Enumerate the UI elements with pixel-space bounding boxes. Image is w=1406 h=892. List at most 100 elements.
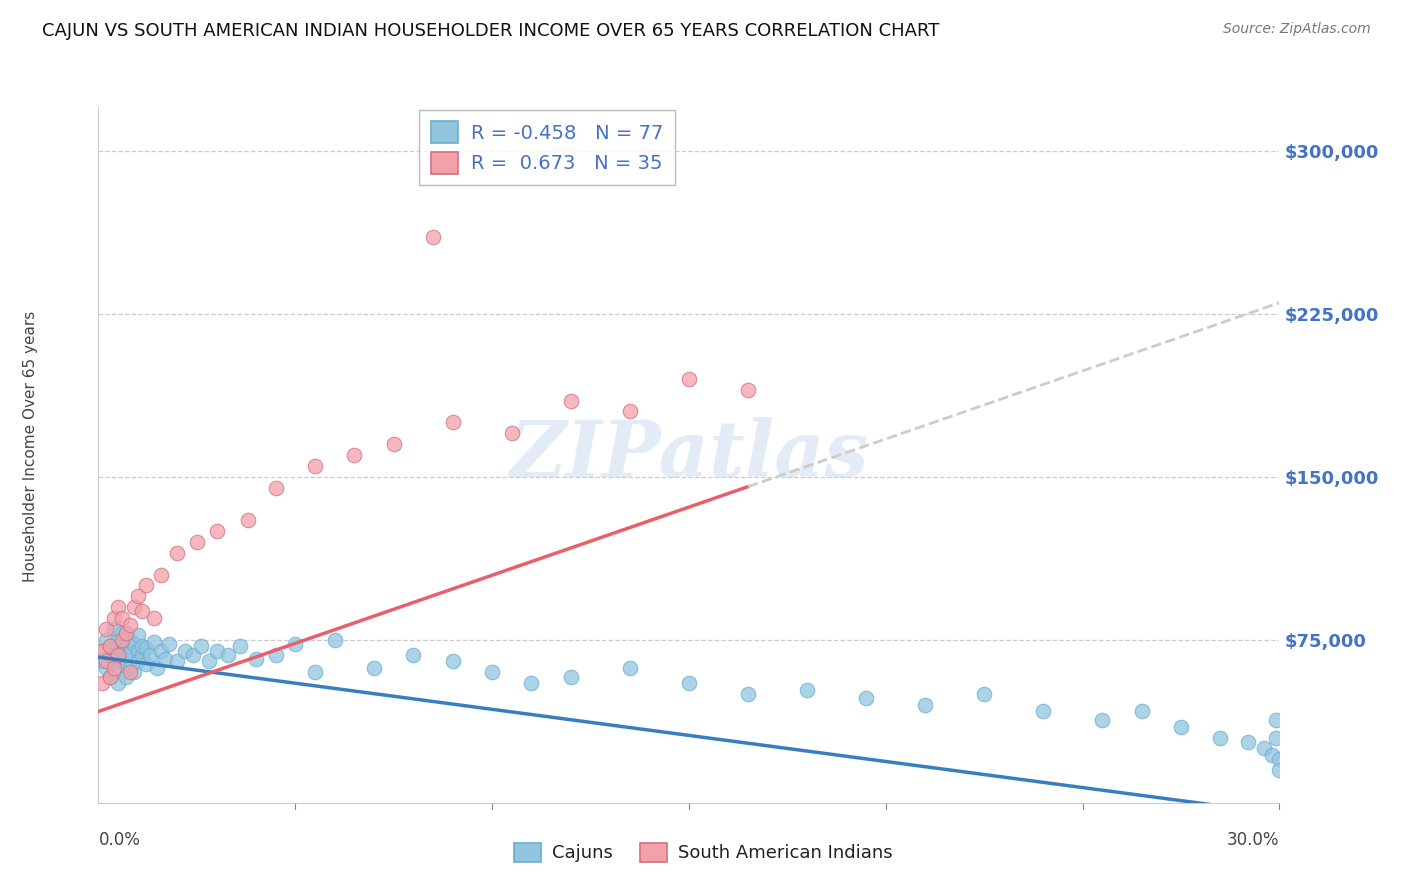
- Point: [382, 437, 405, 451]
- Point: [96, 632, 118, 647]
- Point: [619, 661, 641, 675]
- Point: [127, 655, 149, 669]
- Point: [96, 661, 118, 675]
- Point: [96, 655, 118, 669]
- Point: [91, 655, 114, 669]
- Point: [115, 670, 138, 684]
- Point: [103, 622, 125, 636]
- Point: [157, 637, 180, 651]
- Point: [115, 641, 138, 656]
- Point: [111, 643, 134, 657]
- Point: [363, 661, 385, 675]
- Text: Source: ZipAtlas.com: Source: ZipAtlas.com: [1223, 22, 1371, 37]
- Point: [181, 648, 204, 662]
- Point: [122, 600, 145, 615]
- Text: ZIPatlas: ZIPatlas: [509, 417, 869, 493]
- Point: [973, 687, 995, 701]
- Point: [111, 626, 134, 640]
- Point: [131, 639, 153, 653]
- Point: [236, 513, 259, 527]
- Point: [146, 661, 169, 675]
- Point: [186, 535, 208, 549]
- Point: [1209, 731, 1232, 745]
- Point: [111, 611, 134, 625]
- Point: [678, 372, 700, 386]
- Point: [98, 670, 121, 684]
- Point: [135, 641, 157, 656]
- Point: [91, 643, 114, 657]
- Legend: Cajuns, South American Indians: Cajuns, South American Indians: [506, 836, 900, 870]
- Text: 0.0%: 0.0%: [98, 831, 141, 849]
- Text: 30.0%: 30.0%: [1227, 831, 1279, 849]
- Point: [131, 648, 153, 662]
- Point: [441, 655, 464, 669]
- Point: [118, 632, 141, 647]
- Point: [619, 404, 641, 418]
- Point: [91, 643, 114, 657]
- Point: [1268, 763, 1291, 777]
- Point: [115, 626, 138, 640]
- Point: [115, 648, 138, 662]
- Point: [107, 600, 129, 615]
- Point: [560, 393, 582, 408]
- Point: [127, 589, 149, 603]
- Point: [343, 448, 366, 462]
- Point: [737, 383, 759, 397]
- Point: [103, 661, 125, 675]
- Point: [103, 655, 125, 669]
- Text: Householder Income Over 65 years: Householder Income Over 65 years: [24, 310, 38, 582]
- Point: [1264, 731, 1286, 745]
- Point: [284, 637, 307, 651]
- Point: [190, 639, 212, 653]
- Point: [166, 655, 188, 669]
- Point: [150, 643, 173, 657]
- Point: [1130, 705, 1153, 719]
- Point: [96, 622, 118, 636]
- Point: [118, 646, 141, 660]
- Point: [520, 676, 543, 690]
- Point: [501, 426, 523, 441]
- Point: [1260, 747, 1282, 762]
- Point: [127, 628, 149, 642]
- Point: [174, 643, 197, 657]
- Point: [1268, 752, 1291, 766]
- Point: [103, 611, 125, 625]
- Point: [1032, 705, 1054, 719]
- Point: [1264, 713, 1286, 727]
- Point: [122, 665, 145, 680]
- Point: [1170, 720, 1192, 734]
- Point: [111, 655, 134, 669]
- Point: [264, 648, 287, 662]
- Point: [323, 632, 346, 647]
- Point: [205, 643, 228, 657]
- Point: [304, 458, 326, 473]
- Legend: R = -0.458   N = 77, R =  0.673   N = 35: R = -0.458 N = 77, R = 0.673 N = 35: [419, 110, 675, 186]
- Point: [264, 481, 287, 495]
- Point: [103, 665, 125, 680]
- Point: [118, 661, 141, 675]
- Point: [98, 639, 121, 653]
- Point: [304, 665, 326, 680]
- Point: [98, 639, 121, 653]
- Point: [914, 698, 936, 712]
- Point: [422, 230, 444, 244]
- Point: [131, 605, 153, 619]
- Point: [1091, 713, 1114, 727]
- Point: [229, 639, 252, 653]
- Point: [166, 546, 188, 560]
- Point: [91, 676, 114, 690]
- Point: [98, 648, 121, 662]
- Point: [107, 632, 129, 647]
- Point: [796, 682, 818, 697]
- Point: [678, 676, 700, 690]
- Point: [217, 648, 239, 662]
- Point: [135, 578, 157, 592]
- Point: [98, 670, 121, 684]
- Point: [560, 670, 582, 684]
- Point: [107, 639, 129, 653]
- Point: [481, 665, 503, 680]
- Text: CAJUN VS SOUTH AMERICAN INDIAN HOUSEHOLDER INCOME OVER 65 YEARS CORRELATION CHAR: CAJUN VS SOUTH AMERICAN INDIAN HOUSEHOLD…: [42, 22, 939, 40]
- Point: [855, 691, 877, 706]
- Point: [115, 658, 138, 673]
- Point: [205, 524, 228, 538]
